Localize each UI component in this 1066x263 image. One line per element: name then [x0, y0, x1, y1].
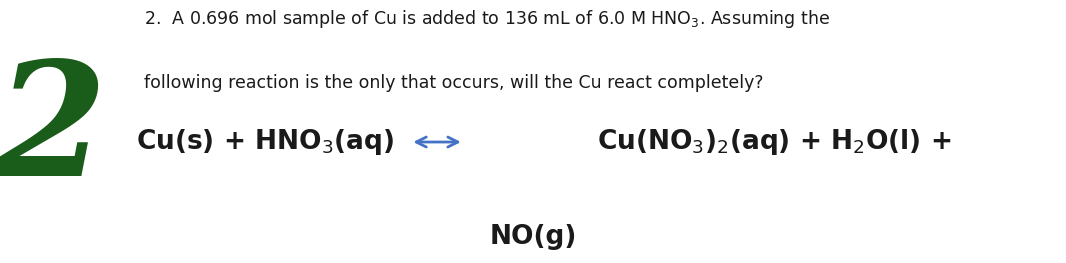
Text: 2: 2	[0, 54, 107, 209]
Text: Cu(s) + HNO$_3$(aq): Cu(s) + HNO$_3$(aq)	[136, 127, 394, 157]
Text: Cu(NO$_3$)$_2$(aq) + H$_2$O(l) +: Cu(NO$_3$)$_2$(aq) + H$_2$O(l) +	[597, 127, 951, 157]
Text: 2.  A 0.696 mol sample of Cu is added to 136 mL of 6.0 M HNO$_3$. Assuming the: 2. A 0.696 mol sample of Cu is added to …	[144, 8, 830, 30]
Text: following reaction is the only that occurs, will the Cu react completely?: following reaction is the only that occu…	[144, 74, 763, 92]
Text: NO(g): NO(g)	[489, 224, 577, 250]
